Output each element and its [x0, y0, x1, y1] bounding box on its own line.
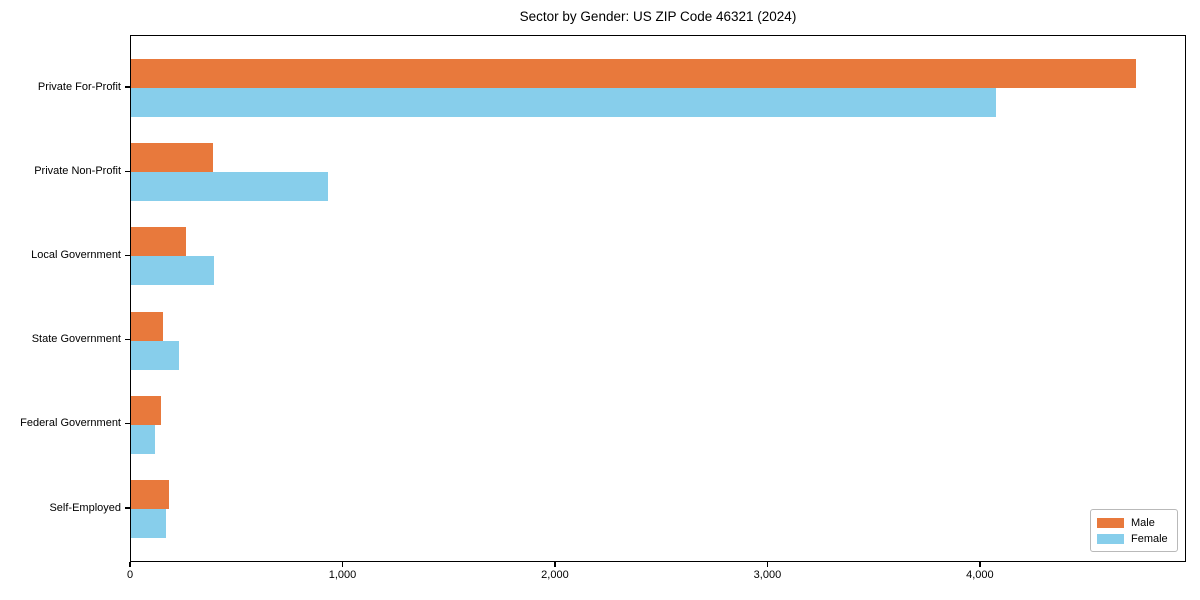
y-axis-tick — [125, 254, 130, 257]
legend-label-female: Female — [1131, 532, 1168, 545]
chart-title: Sector by Gender: US ZIP Code 46321 (202… — [519, 9, 797, 24]
bar-female-federal-government — [131, 424, 156, 454]
x-axis-tick-label: 0 — [126, 569, 134, 581]
legend: Male Female — [1090, 509, 1178, 552]
legend-label-male: Male — [1131, 516, 1155, 529]
y-axis-label: Private Non-Profit — [34, 164, 121, 177]
bar-female-private-for-profit — [131, 88, 996, 117]
legend-swatch-male — [1097, 517, 1124, 528]
x-axis-tick-label: 2,000 — [541, 569, 569, 581]
bar-male-private-non-profit — [131, 143, 213, 173]
y-axis-tick — [125, 86, 130, 88]
y-axis-tick — [125, 170, 130, 172]
y-axis-tick — [125, 338, 130, 341]
y-axis-label: Federal Government — [20, 417, 121, 430]
x-axis-tick-label: 1,000 — [328, 569, 357, 581]
legend-entry-male: Male — [1097, 517, 1171, 529]
bar-female-private-non-profit — [131, 172, 328, 202]
y-axis-tick — [125, 507, 130, 509]
y-axis-label: Local Government — [31, 248, 121, 261]
bar-female-local-government — [131, 256, 214, 286]
x-axis-tick — [554, 562, 556, 567]
bar-male-private-for-profit — [131, 59, 1136, 88]
x-axis-tick — [979, 562, 981, 567]
bar-female-state-government — [131, 340, 179, 370]
x-axis-tick — [766, 562, 769, 567]
x-axis-tick — [341, 562, 344, 567]
y-axis-label: State Government — [31, 333, 121, 346]
bar-male-local-government — [131, 227, 187, 257]
legend-entry-female: Female — [1097, 533, 1171, 545]
x-axis-tick-label: 4,000 — [966, 569, 994, 581]
bar-male-federal-government — [131, 395, 161, 425]
y-axis-label: Self-Employed — [49, 501, 121, 514]
plot-area — [130, 35, 1186, 562]
bar-male-self-employed — [131, 480, 170, 509]
y-axis-label: Private For-Profit — [37, 80, 121, 93]
legend-swatch-female — [1097, 533, 1124, 544]
x-axis-tick-label: 3,000 — [753, 569, 782, 581]
y-axis-tick — [125, 423, 130, 425]
x-axis-tick — [129, 562, 131, 567]
bar-female-self-employed — [131, 509, 167, 538]
bar-male-state-government — [131, 311, 163, 341]
